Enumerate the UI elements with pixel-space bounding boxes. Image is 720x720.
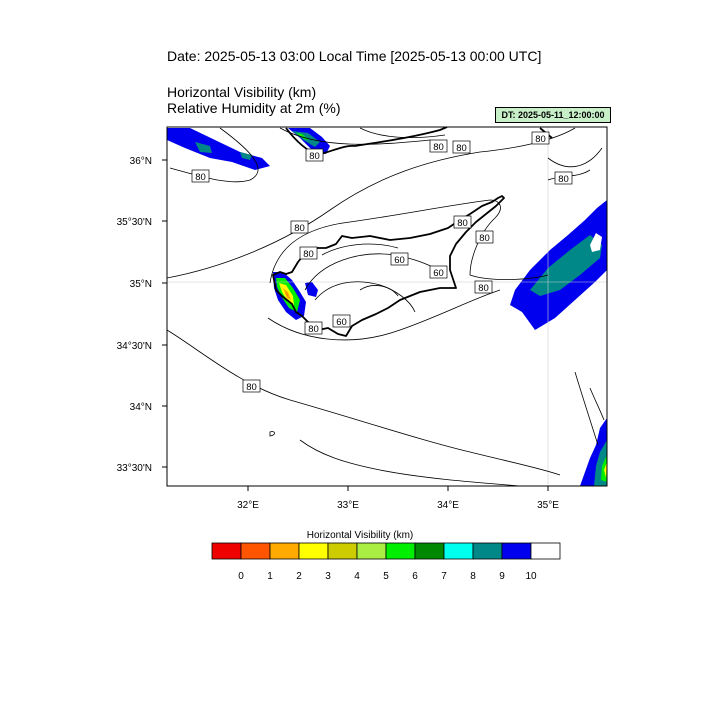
legend-label: 2 xyxy=(296,571,302,582)
svg-text:80: 80 xyxy=(433,142,444,153)
legend-label: 7 xyxy=(441,571,447,582)
tick-marks xyxy=(162,159,549,491)
svg-text:80: 80 xyxy=(478,283,489,294)
lat-tick-label: 35°N xyxy=(130,279,152,290)
svg-text:80: 80 xyxy=(456,143,467,154)
legend-swatch xyxy=(385,542,416,560)
legend-swatch xyxy=(269,542,300,560)
svg-text:80: 80 xyxy=(303,249,314,260)
humidity-label: 80 xyxy=(191,169,210,183)
svg-text:60: 60 xyxy=(336,317,347,328)
humidity-label: 80 xyxy=(531,131,550,145)
map-content: 80 80 80 80 80 80 80 80 80 60 60 60 80 8… xyxy=(167,127,607,486)
humidity-label: 80 xyxy=(429,139,448,153)
legend-swatch xyxy=(414,542,445,560)
svg-text:80: 80 xyxy=(535,134,546,145)
legend-colorbar xyxy=(211,542,561,560)
longitude-tick-labels: 32°E 33°E 34°E 35°E xyxy=(237,500,559,511)
svg-text:60: 60 xyxy=(394,255,405,266)
humidity-label: 80 xyxy=(475,230,494,244)
legend-swatch xyxy=(211,542,242,560)
legend-swatch xyxy=(501,542,532,560)
variable-title-humidity: Relative Humidity at 2m (%) xyxy=(167,100,341,116)
humidity-label: 80 xyxy=(304,321,323,335)
humidity-label: 80 xyxy=(452,140,471,154)
legend-swatch xyxy=(298,542,329,560)
humidity-label: 60 xyxy=(332,314,351,328)
legend-label: 3 xyxy=(325,571,331,582)
humidity-label: 60 xyxy=(429,265,448,279)
legend-swatch xyxy=(240,542,271,560)
date-title: Date: 2025-05-13 03:00 Local Time [2025-… xyxy=(167,48,542,64)
map-frame xyxy=(166,126,608,487)
lat-tick-label: 34°30'N xyxy=(117,341,152,352)
legend-label: 8 xyxy=(470,571,476,582)
visibility-shading-northwest xyxy=(167,128,270,170)
humidity-label: 80 xyxy=(299,246,318,260)
svg-text:80: 80 xyxy=(309,151,320,162)
humidity-label: 80 xyxy=(453,215,472,229)
legend-swatch xyxy=(443,542,474,560)
svg-text:80: 80 xyxy=(479,233,490,244)
humidity-contours xyxy=(167,127,605,486)
lon-tick-label: 34°E xyxy=(437,500,459,511)
svg-text:80: 80 xyxy=(195,172,206,183)
svg-text:80: 80 xyxy=(294,223,305,234)
legend-swatch xyxy=(530,542,561,560)
visibility-shading-cyprus-southwest xyxy=(273,272,318,320)
humidity-labels: 80 80 80 80 80 80 80 80 80 60 60 60 80 8… xyxy=(191,131,573,393)
humidity-label: 80 xyxy=(554,171,573,185)
svg-text:80: 80 xyxy=(308,324,319,335)
lat-tick-label: 34°N xyxy=(130,402,152,413)
humidity-label: 80 xyxy=(290,220,309,234)
humidity-label: 80 xyxy=(242,379,261,393)
humidity-label: 80 xyxy=(305,148,324,162)
svg-text:80: 80 xyxy=(246,382,257,393)
legend-label: 4 xyxy=(354,571,360,582)
legend-swatch xyxy=(356,542,387,560)
humidity-label: 80 xyxy=(474,280,493,294)
lon-tick-label: 35°E xyxy=(537,500,559,511)
lon-tick-label: 33°E xyxy=(337,500,359,511)
legend-swatch xyxy=(327,542,358,560)
lon-tick-label: 32°E xyxy=(237,500,259,511)
legend-label: 6 xyxy=(412,571,418,582)
legend-title: Horizontal Visibility (km) xyxy=(306,530,414,541)
legend-label: 10 xyxy=(525,571,537,582)
visibility-shading-southeast xyxy=(580,418,607,486)
legend-label: 5 xyxy=(383,571,389,582)
legend-label: 9 xyxy=(499,571,505,582)
legend-label: 1 xyxy=(267,571,273,582)
lat-tick-label: 33°30'N xyxy=(117,463,152,474)
graticule xyxy=(167,127,607,486)
svg-text:80: 80 xyxy=(457,218,468,229)
visibility-shading-east xyxy=(510,200,607,330)
forecast-init-badge: DT: 2025-05-11_12:00:00 xyxy=(495,107,611,123)
humidity-label: 60 xyxy=(390,252,409,266)
legend-label: 0 xyxy=(238,571,244,582)
svg-text:80: 80 xyxy=(558,174,569,185)
lat-tick-label: 35°30'N xyxy=(117,217,152,228)
latitude-tick-labels: 36°N 35°30'N 35°N 34°30'N 34°N 33°30'N xyxy=(117,156,152,474)
variable-title-visibility: Horizontal Visibility (km) xyxy=(167,84,317,100)
legend-swatch xyxy=(472,542,503,560)
svg-text:60: 60 xyxy=(433,268,444,279)
lat-tick-label: 36°N xyxy=(130,156,152,167)
